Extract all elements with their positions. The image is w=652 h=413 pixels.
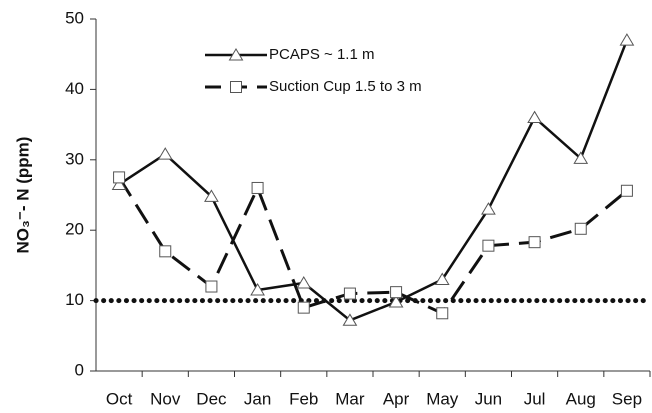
y-tick-label: 10	[65, 290, 84, 309]
marker	[343, 287, 356, 300]
y-tick-label: 30	[65, 149, 84, 168]
x-tick-label: Sep	[612, 389, 642, 408]
y-tick-label: 50	[65, 8, 84, 27]
x-tick-label: May	[426, 389, 459, 408]
x-tick-label: Nov	[150, 389, 181, 408]
x-tick-label: Mar	[335, 389, 365, 408]
marker	[388, 295, 404, 308]
x-tick-label: Jul	[524, 389, 546, 408]
y-axis-label: NO₃⁻- N (ppm)	[13, 137, 32, 254]
marker	[251, 181, 264, 194]
legend-label: Suction Cup 1.5 to 3 m	[269, 78, 422, 95]
marker	[573, 151, 589, 164]
x-tick-label: Oct	[106, 389, 133, 408]
marker	[157, 147, 173, 160]
y-tick-label: 20	[65, 220, 84, 239]
x-tick-label: Dec	[196, 389, 227, 408]
marker	[250, 283, 265, 296]
marker	[434, 272, 450, 285]
marker	[620, 184, 633, 197]
marker	[204, 189, 219, 202]
marker	[527, 110, 542, 124]
marker	[436, 307, 449, 320]
series-line	[118, 39, 629, 322]
legend-label: PCAPS ~ 1.1 m	[269, 46, 374, 63]
marker	[228, 48, 244, 61]
x-tick-label: Apr	[383, 389, 410, 408]
marker	[159, 245, 172, 258]
x-tick-label: Aug	[566, 389, 596, 408]
x-tick-label: Jan	[244, 389, 271, 408]
marker	[482, 239, 495, 252]
marker	[390, 286, 403, 299]
marker	[230, 81, 242, 93]
series-line	[117, 176, 628, 316]
y-tick-label: 0	[75, 360, 84, 379]
marker	[113, 171, 126, 184]
marker	[296, 276, 312, 289]
x-tick-label: Feb	[289, 389, 318, 408]
marker	[111, 177, 127, 190]
marker	[481, 202, 496, 215]
y-tick-label: 40	[65, 79, 84, 98]
marker	[205, 280, 218, 293]
marker	[574, 222, 587, 235]
marker	[297, 301, 310, 314]
marker	[619, 33, 635, 46]
marker	[528, 236, 541, 249]
marker	[342, 313, 358, 326]
x-tick-label: Jun	[475, 389, 502, 408]
